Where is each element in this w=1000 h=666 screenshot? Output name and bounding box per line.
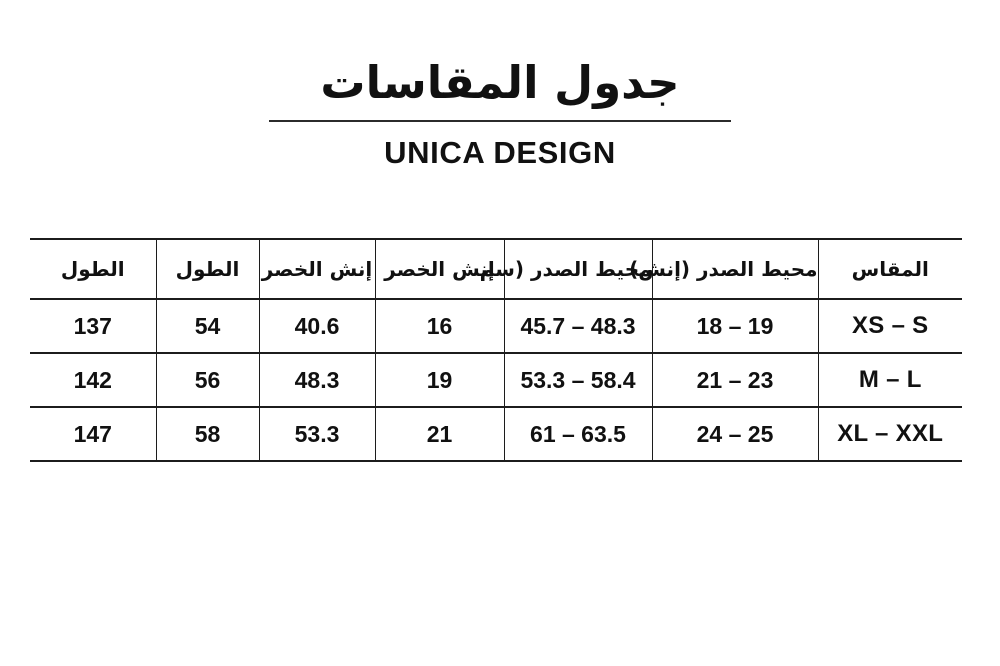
- cell-waist-in: 16: [374, 298, 505, 354]
- size-chart-table-wrapper: المقاس محيط الصدر (إنش) محيط الصدر (سم إ…: [30, 238, 962, 462]
- cell-length-2: 142: [30, 352, 157, 408]
- size-chart-table: المقاس محيط الصدر (إنش) محيط الصدر (سم إ…: [30, 238, 962, 462]
- column-header-length-1: الطول: [155, 238, 260, 300]
- cell-waist-in: 19: [374, 352, 505, 408]
- cell-length-1: 58: [155, 406, 260, 462]
- page-title: جدول المقاسات: [320, 56, 680, 109]
- cell-waist-cm: 48.3: [258, 352, 376, 408]
- cell-size: XS – S: [817, 298, 962, 354]
- cell-length-2: 147: [30, 406, 157, 462]
- table-row: M – L 21 – 23 53.3 – 58.4 19 48.3 56 142: [30, 352, 962, 408]
- column-header-chest-in: محيط الصدر (إنش): [629, 238, 819, 300]
- brand-subtitle: UNICA DESIGN: [384, 135, 616, 171]
- cell-chest-cm: 45.7 – 48.3: [503, 298, 653, 354]
- table-header-row: المقاس محيط الصدر (إنش) محيط الصدر (سم إ…: [30, 238, 962, 300]
- cell-size: XL – XXL: [817, 406, 962, 462]
- column-header-chest-cm: محيط الصدر (سم: [480, 238, 653, 300]
- document-header: جدول المقاسات UNICA DESIGN: [0, 56, 1000, 171]
- cell-size: M – L: [817, 352, 962, 408]
- cell-chest-in: 24 – 25: [651, 406, 819, 462]
- cell-length-1: 56: [155, 352, 260, 408]
- cell-waist-in: 21: [374, 406, 505, 462]
- table-row: XL – XXL 24 – 25 61 – 63.5 21 53.3 58 14…: [30, 406, 962, 462]
- title-divider: [269, 120, 731, 123]
- cell-chest-cm: 61 – 63.5: [503, 406, 653, 462]
- column-header-waist-in: إنش الخصر: [374, 238, 505, 300]
- column-header-length-2: الطول: [30, 238, 157, 300]
- cell-chest-cm: 53.3 – 58.4: [503, 352, 653, 408]
- cell-waist-cm: 40.6: [258, 298, 376, 354]
- cell-chest-in: 21 – 23: [651, 352, 819, 408]
- cell-waist-cm: 53.3: [258, 406, 376, 462]
- cell-length-2: 137: [30, 298, 157, 354]
- table-row: XS – S 18 – 19 45.7 – 48.3 16 40.6 54 13…: [30, 298, 962, 354]
- cell-chest-in: 18 – 19: [651, 298, 819, 354]
- column-header-waist-cm: إنش الخصر: [258, 238, 376, 300]
- cell-length-1: 54: [155, 298, 260, 354]
- column-header-size: المقاس: [817, 238, 962, 300]
